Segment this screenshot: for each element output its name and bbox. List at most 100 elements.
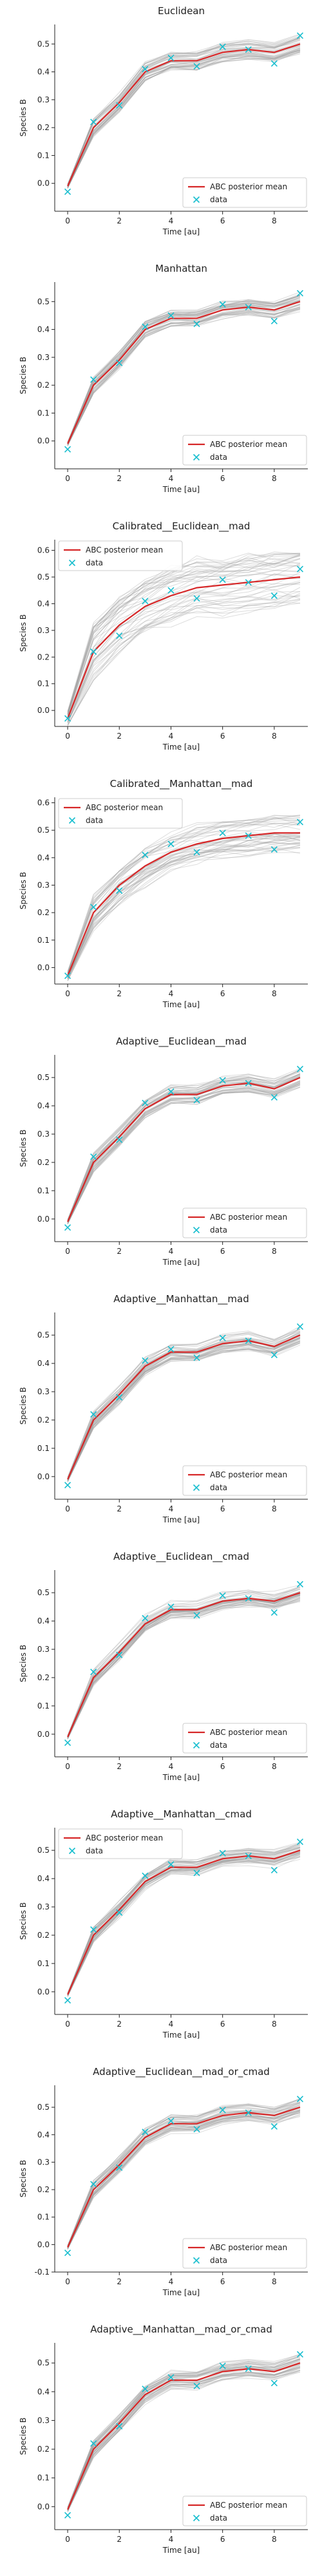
posterior-sample-line	[67, 1842, 301, 1994]
y-tick-label: 0.1	[37, 1701, 50, 1710]
posterior-sample-line	[67, 2110, 301, 2249]
posterior-sample-line	[67, 1071, 301, 1221]
posterior-sample-line	[67, 1069, 301, 1220]
posterior-sample-line	[67, 553, 301, 711]
posterior-sample-line	[67, 599, 301, 726]
posterior-sample-line	[67, 822, 301, 973]
y-tick-label: 0.4	[37, 599, 50, 608]
y-tick-label: 0.5	[37, 1073, 50, 1082]
posterior-mean-line	[67, 2362, 301, 2510]
posterior-sample-line	[67, 818, 301, 974]
posterior-sample-line	[67, 2368, 301, 2512]
posterior-sample-line	[67, 815, 301, 971]
data-point	[64, 1481, 71, 1489]
data-point	[116, 632, 123, 639]
x-axis-label: Time [au]	[162, 227, 200, 236]
posterior-sample-line	[67, 1595, 301, 1738]
posterior-sample-line	[67, 53, 301, 189]
data-point	[219, 829, 226, 837]
posterior-sample-line	[67, 1598, 301, 1739]
y-axis-label: Species B	[19, 614, 28, 652]
posterior-sample-line	[67, 1073, 301, 1222]
y-tick-label: 0.3	[37, 626, 50, 635]
posterior-sample-line	[67, 2112, 301, 2249]
x-axis-label: Time [au]	[162, 1773, 200, 1782]
posterior-sample-line	[67, 567, 301, 717]
posterior-sample-line	[67, 2370, 301, 2512]
data-point	[116, 1136, 123, 1143]
data-point	[64, 972, 71, 980]
x-tick-label: 4	[169, 732, 174, 741]
posterior-sample-line	[67, 592, 301, 726]
posterior-sample-line	[67, 553, 301, 713]
y-axis-label: Species B	[19, 357, 28, 394]
posterior-sample-line	[67, 2111, 301, 2249]
posterior-sample-line	[67, 1852, 301, 1996]
posterior-sample-line	[67, 2369, 301, 2512]
chart-panel	[52, 1828, 308, 2018]
data-point	[245, 1852, 252, 1860]
posterior-sample-line	[67, 1601, 301, 1739]
posterior-sample-line	[67, 815, 301, 972]
y-tick-label: 0.0	[37, 1472, 50, 1481]
posterior-sample-line	[67, 2112, 301, 2249]
posterior-sample-line	[67, 2360, 301, 2510]
data-point	[296, 1580, 304, 1588]
posterior-sample-line	[67, 836, 301, 978]
posterior-sample-line	[67, 2099, 301, 2246]
posterior-sample-line	[67, 817, 301, 972]
posterior-mean-line	[67, 1077, 301, 1222]
data-point	[142, 851, 149, 858]
chart-title: Adaptive__Manhattan__mad_or_cmad	[90, 2324, 272, 2336]
data-point	[90, 1926, 97, 1933]
posterior-sample-line	[67, 551, 301, 712]
legend-box	[182, 177, 307, 208]
data-point	[296, 1323, 304, 1331]
posterior-sample-line	[67, 1848, 301, 1994]
posterior-sample-line	[67, 51, 301, 189]
posterior-sample-line	[67, 295, 301, 442]
y-tick-label: 0.4	[37, 2130, 50, 2139]
posterior-mean-line	[67, 301, 301, 444]
data-point	[64, 2249, 71, 2257]
posterior-sample-line	[67, 38, 301, 185]
posterior-sample-line	[67, 49, 301, 188]
posterior-sample-line	[67, 1341, 301, 1482]
posterior-sample-line	[67, 2354, 301, 2508]
posterior-sample-line	[67, 2362, 301, 2510]
posterior-sample-line	[67, 1587, 301, 1736]
posterior-sample-line	[67, 1337, 301, 1481]
y-tick-label: 0.5	[37, 2103, 50, 2112]
posterior-sample-line	[67, 1336, 301, 1481]
posterior-sample-line	[67, 1072, 301, 1221]
posterior-sample-line	[67, 37, 301, 185]
y-tick-label: 0.3	[37, 2157, 50, 2166]
posterior-sample-line	[67, 1083, 301, 1224]
y-tick-label: 0.0	[37, 1730, 50, 1739]
posterior-sample-line	[67, 838, 301, 978]
data-point	[245, 1595, 252, 1602]
posterior-sample-line	[67, 1857, 301, 1996]
data-point	[245, 303, 252, 311]
posterior-sample-line	[67, 2353, 301, 2508]
posterior-sample-line	[67, 563, 301, 715]
x-tick-label: 6	[220, 732, 225, 741]
posterior-sample-line	[67, 570, 301, 717]
posterior-sample-line	[67, 1070, 301, 1220]
data-point	[270, 1866, 278, 1873]
x-axis-label: Time [au]	[162, 2031, 200, 2040]
posterior-sample-line	[67, 294, 301, 443]
posterior-sample-line	[67, 2110, 301, 2249]
posterior-sample-line	[67, 35, 301, 184]
posterior-sample-line	[67, 1068, 301, 1220]
data-point	[167, 1604, 175, 1611]
posterior-sample-line	[67, 299, 301, 444]
posterior-sample-line	[67, 299, 301, 444]
posterior-sample-line	[67, 33, 301, 185]
posterior-sample-line	[67, 1842, 301, 1993]
data-point	[270, 592, 278, 600]
posterior-sample-line	[67, 1844, 301, 1994]
posterior-sample-line	[67, 309, 301, 446]
legend-mean-label: ABC posterior mean	[210, 440, 287, 449]
